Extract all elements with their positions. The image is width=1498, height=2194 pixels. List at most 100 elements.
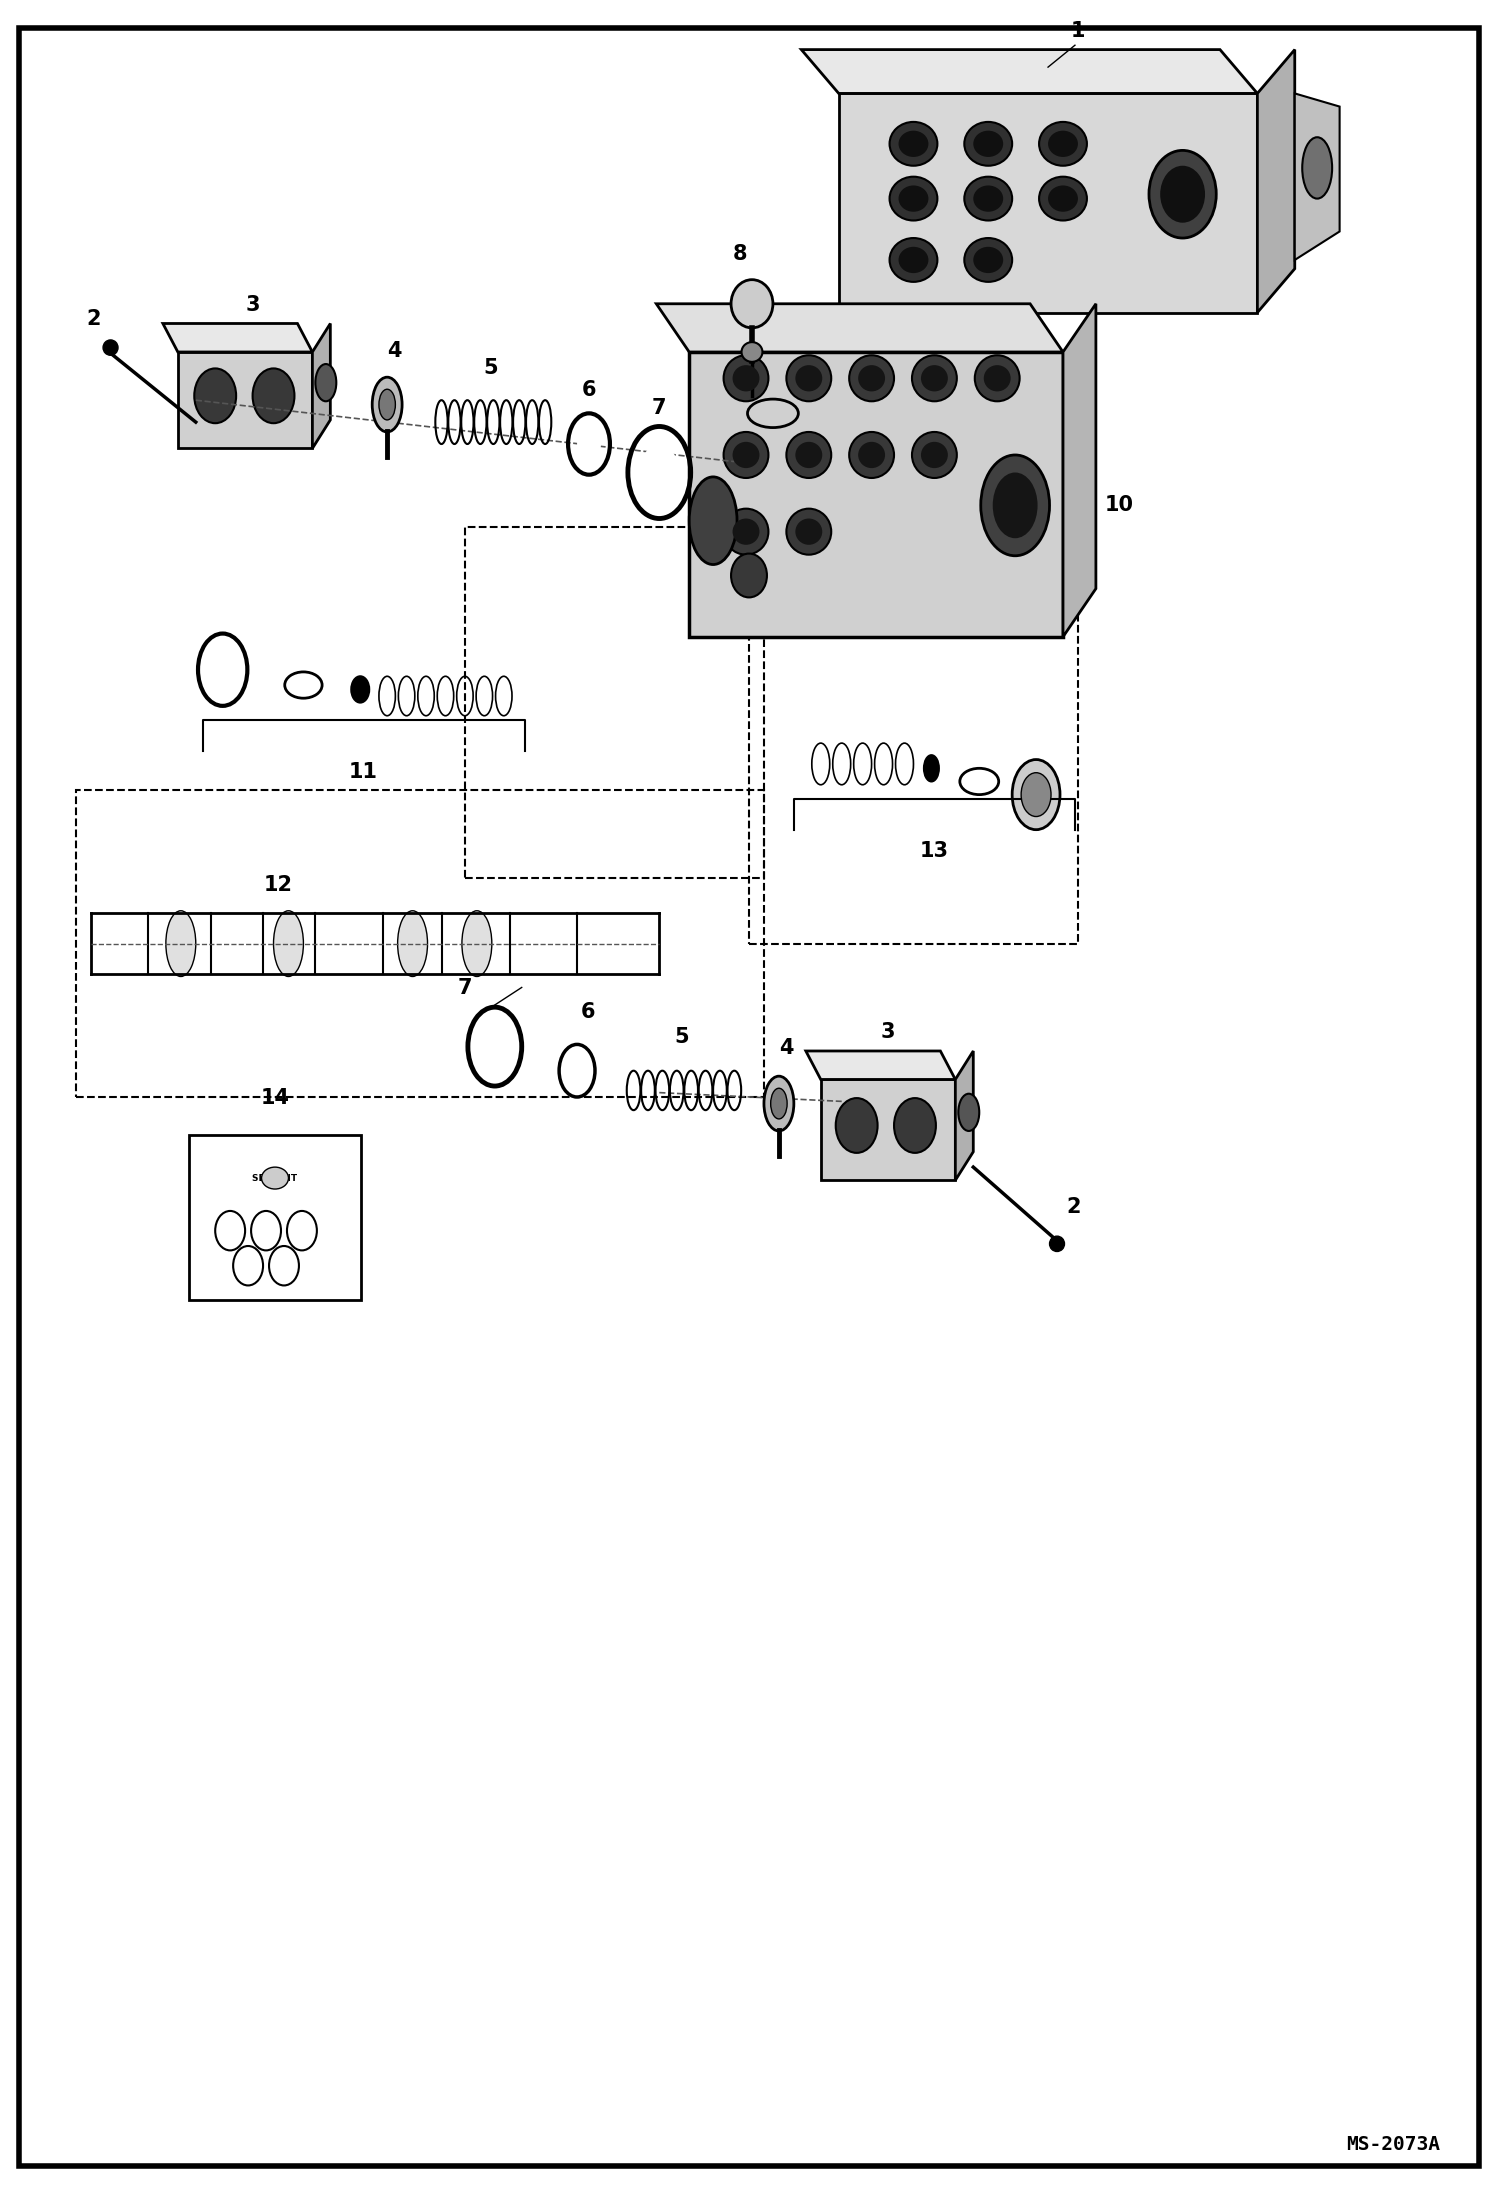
Ellipse shape [1040, 178, 1088, 222]
Text: 5: 5 [674, 1027, 689, 1047]
Ellipse shape [689, 476, 737, 564]
Polygon shape [839, 94, 1257, 312]
Text: 2: 2 [1067, 1196, 1080, 1215]
Text: MS-2073A: MS-2073A [1345, 2135, 1440, 2155]
Ellipse shape [786, 509, 831, 555]
Polygon shape [689, 351, 1064, 636]
Polygon shape [1064, 303, 1097, 636]
Ellipse shape [1040, 123, 1088, 167]
Polygon shape [313, 323, 331, 448]
Ellipse shape [899, 246, 929, 272]
Ellipse shape [733, 518, 759, 544]
Text: 10: 10 [1106, 496, 1134, 516]
Ellipse shape [208, 649, 237, 691]
Ellipse shape [764, 1077, 794, 1130]
Ellipse shape [993, 472, 1038, 538]
Ellipse shape [1013, 759, 1061, 829]
Text: 6: 6 [581, 380, 596, 399]
Text: 2: 2 [87, 309, 102, 329]
Text: 14: 14 [261, 1088, 289, 1108]
Ellipse shape [274, 911, 304, 976]
Ellipse shape [724, 355, 768, 402]
Ellipse shape [795, 518, 822, 544]
Ellipse shape [890, 237, 938, 281]
Polygon shape [189, 1134, 361, 1299]
Polygon shape [1257, 50, 1294, 312]
Ellipse shape [724, 509, 768, 555]
Ellipse shape [316, 364, 337, 402]
Polygon shape [806, 1051, 956, 1079]
Text: — 9: — 9 [833, 399, 872, 419]
Ellipse shape [262, 1167, 289, 1189]
Ellipse shape [479, 1025, 511, 1071]
Polygon shape [1294, 94, 1339, 259]
Text: 4: 4 [388, 340, 401, 360]
Ellipse shape [795, 441, 822, 467]
Ellipse shape [858, 364, 885, 391]
Ellipse shape [981, 454, 1050, 555]
Ellipse shape [965, 237, 1013, 281]
Text: 1: 1 [1071, 20, 1085, 42]
Ellipse shape [974, 186, 1004, 213]
Text: 3: 3 [246, 294, 259, 314]
Ellipse shape [1050, 1235, 1065, 1251]
Polygon shape [163, 323, 313, 351]
Ellipse shape [890, 178, 938, 222]
Polygon shape [821, 1079, 956, 1180]
Ellipse shape [397, 911, 427, 976]
Ellipse shape [724, 432, 768, 478]
Ellipse shape [566, 1055, 587, 1086]
Text: 13: 13 [920, 840, 948, 860]
Text: 11: 11 [349, 761, 377, 781]
Ellipse shape [974, 246, 1004, 272]
Polygon shape [956, 1051, 974, 1180]
Ellipse shape [1022, 772, 1052, 816]
Ellipse shape [965, 123, 1013, 167]
Text: 12: 12 [264, 875, 292, 895]
Text: 8: 8 [733, 244, 748, 263]
Text: 3: 3 [881, 1022, 896, 1042]
Ellipse shape [731, 553, 767, 597]
Ellipse shape [461, 911, 491, 976]
Polygon shape [801, 50, 1257, 94]
Ellipse shape [786, 432, 831, 478]
Ellipse shape [849, 355, 894, 402]
Ellipse shape [899, 132, 929, 158]
Ellipse shape [894, 1097, 936, 1152]
Ellipse shape [795, 364, 822, 391]
Ellipse shape [1049, 132, 1079, 158]
Ellipse shape [912, 432, 957, 478]
Ellipse shape [984, 364, 1011, 391]
Ellipse shape [733, 441, 759, 467]
Ellipse shape [1302, 138, 1332, 200]
Ellipse shape [577, 426, 601, 461]
Ellipse shape [253, 369, 295, 423]
Ellipse shape [899, 186, 929, 213]
Ellipse shape [959, 1095, 980, 1130]
Ellipse shape [849, 432, 894, 478]
Text: 7: 7 [458, 979, 472, 998]
Ellipse shape [379, 388, 395, 419]
Ellipse shape [786, 355, 831, 402]
Text: 7: 7 [652, 397, 667, 417]
Ellipse shape [1049, 186, 1079, 213]
Ellipse shape [742, 342, 762, 362]
Ellipse shape [1159, 167, 1204, 224]
Ellipse shape [890, 123, 938, 167]
Ellipse shape [166, 911, 196, 976]
Text: 6: 6 [580, 1003, 595, 1022]
Ellipse shape [921, 364, 948, 391]
Ellipse shape [912, 355, 957, 402]
Ellipse shape [640, 443, 679, 500]
Ellipse shape [836, 1097, 878, 1152]
Polygon shape [656, 303, 1064, 351]
Ellipse shape [858, 441, 885, 467]
Ellipse shape [975, 355, 1020, 402]
Ellipse shape [103, 340, 118, 355]
Ellipse shape [733, 364, 759, 391]
Ellipse shape [921, 441, 948, 467]
Ellipse shape [974, 132, 1004, 158]
Text: SEAL KIT: SEAL KIT [253, 1174, 298, 1183]
Ellipse shape [351, 676, 369, 702]
Ellipse shape [1149, 151, 1216, 237]
